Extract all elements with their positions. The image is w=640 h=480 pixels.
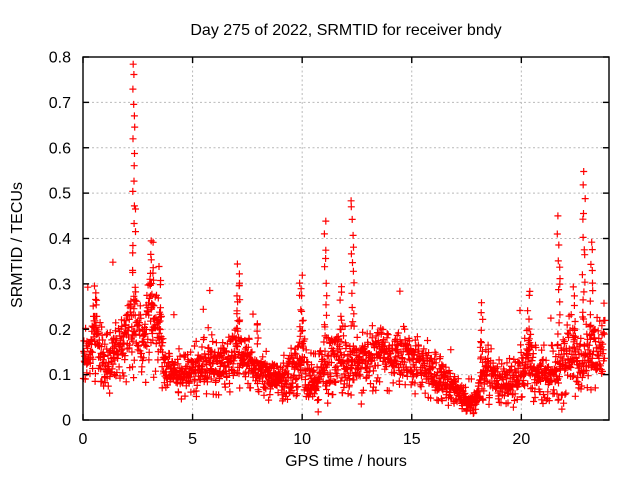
y-tick-label: 0 [62, 413, 71, 430]
x-axis-label: GPS time / hours [285, 453, 407, 470]
y-tick-label: 0.6 [49, 140, 71, 157]
y-tick-label: 0.2 [49, 322, 71, 339]
x-tick-labels: 0 5 10 15 20 [79, 431, 531, 448]
y-tick-label: 0.4 [49, 231, 71, 248]
y-tick-label: 0.8 [49, 50, 71, 67]
y-axis-label: SRMTID / TECUs [9, 182, 26, 308]
x-tick-label: 10 [293, 431, 311, 448]
x-tick-label: 20 [512, 431, 530, 448]
y-tick-label: 0.1 [49, 367, 71, 384]
chart-title: Day 275 of 2022, SRMTID for receiver bnd… [190, 22, 501, 39]
axis-ticks [82, 56, 609, 421]
x-tick-label: 0 [79, 431, 88, 448]
y-tick-label: 0.3 [49, 276, 71, 293]
y-tick-label: 0.5 [49, 186, 71, 203]
y-tick-label: 0.7 [49, 95, 71, 112]
x-tick-label: 15 [403, 431, 421, 448]
x-tick-label: 5 [188, 431, 197, 448]
y-tick-labels: 0 0.1 0.2 0.3 0.4 0.5 0.6 0.7 0.8 [49, 50, 71, 430]
